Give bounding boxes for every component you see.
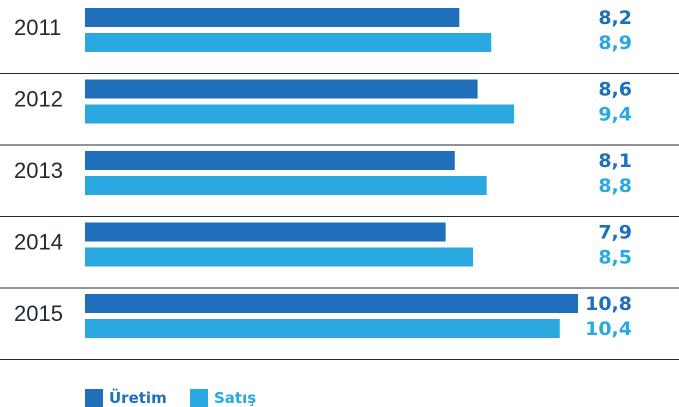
bar-satis bbox=[85, 33, 492, 52]
data-label-satis: 8,5 bbox=[598, 247, 632, 269]
category-label: 2015 bbox=[14, 301, 63, 326]
bar-satis bbox=[85, 176, 487, 195]
legend-swatch bbox=[190, 389, 208, 407]
data-label-uretim: 7,9 bbox=[598, 222, 632, 244]
chart-row-2013: 2013 8,1 8,8 bbox=[0, 150, 679, 217]
bar-uretim bbox=[85, 222, 446, 242]
data-label-satis: 9,4 bbox=[598, 104, 632, 126]
chart-row-2015: 2015 10,8 10,4 bbox=[0, 293, 679, 360]
data-label-satis: 8,8 bbox=[598, 175, 632, 197]
chart-row-2014: 2014 7,9 8,5 bbox=[0, 222, 679, 289]
legend-item-satis: Satış bbox=[190, 389, 256, 407]
category-label: 2012 bbox=[14, 87, 63, 112]
bar-uretim bbox=[85, 79, 478, 99]
data-label-uretim: 10,8 bbox=[585, 293, 632, 315]
legend-label: Üretim bbox=[109, 388, 167, 407]
data-label-uretim: 8,1 bbox=[598, 150, 632, 172]
bar-satis bbox=[85, 247, 474, 267]
data-label-uretim: 8,2 bbox=[598, 7, 632, 29]
category-label: 2013 bbox=[14, 158, 63, 183]
data-label-satis: 8,9 bbox=[598, 32, 632, 54]
chart-row-2011: 2011 8,2 8,9 bbox=[0, 7, 679, 74]
bar-uretim bbox=[85, 8, 460, 27]
data-label-uretim: 8,6 bbox=[598, 79, 632, 101]
chart-rows: 2011 8,2 8,9 2012 8,6 9,4 2013 8,1 8,8 2014 7,9 8,5… bbox=[0, 7, 679, 360]
legend-swatch bbox=[85, 389, 103, 407]
bar-uretim bbox=[85, 294, 578, 313]
legend-label: Satış bbox=[214, 389, 256, 407]
legend: Üretim Satış bbox=[85, 388, 256, 407]
bar-uretim bbox=[85, 151, 455, 170]
legend-item-uretim: Üretim bbox=[85, 388, 167, 407]
data-label-satis: 10,4 bbox=[585, 318, 632, 340]
category-label: 2011 bbox=[14, 15, 61, 40]
bar-satis bbox=[85, 319, 560, 338]
category-label: 2014 bbox=[14, 230, 63, 255]
chart-row-2012: 2012 8,6 9,4 bbox=[0, 79, 679, 146]
bar-satis bbox=[85, 104, 515, 124]
